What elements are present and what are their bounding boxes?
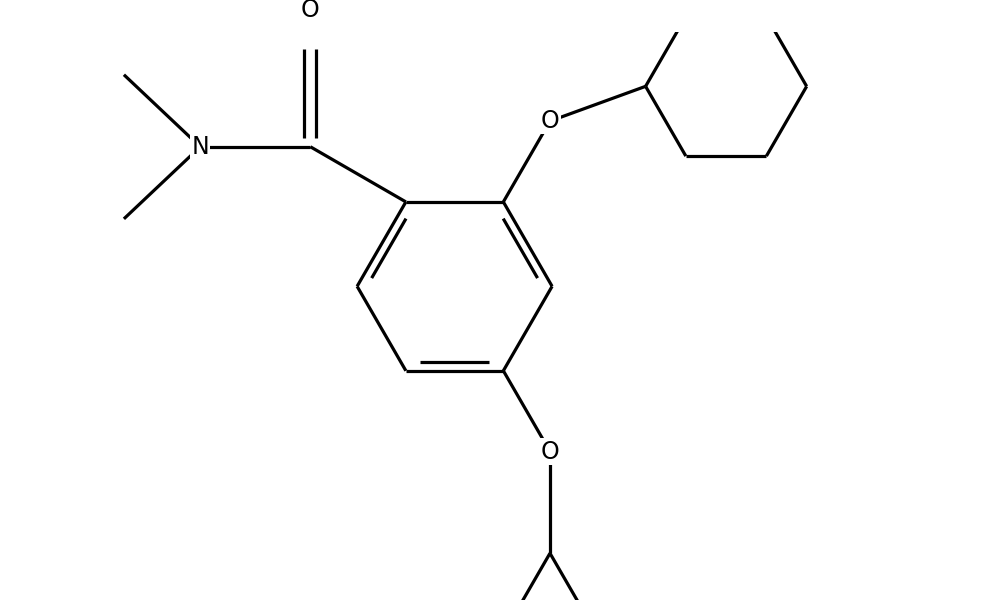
Text: O: O: [541, 109, 560, 133]
Text: O: O: [301, 0, 320, 22]
Text: N: N: [191, 135, 209, 159]
Text: O: O: [541, 440, 560, 464]
